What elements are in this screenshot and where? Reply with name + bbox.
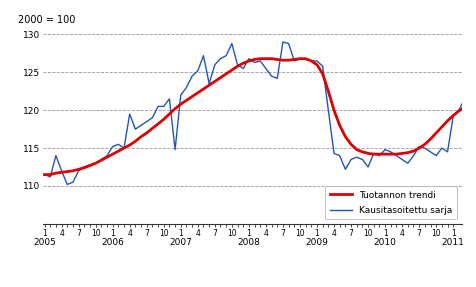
Tuotannon trendi xyxy=(121,146,127,150)
Legend: Tuotannon trendi, Kausitasoitettu sarja: Tuotannon trendi, Kausitasoitettu sarja xyxy=(325,186,457,219)
Kausitasoitettu sarja xyxy=(64,183,70,186)
Tuotannon trendi xyxy=(189,95,195,98)
Kausitasoitettu sarja xyxy=(195,69,201,73)
Tuotannon trendi xyxy=(184,99,189,102)
Tuotannon trendi xyxy=(286,59,291,62)
Line: Tuotannon trendi: Tuotannon trendi xyxy=(45,59,476,174)
Kausitasoitettu sarja xyxy=(280,40,286,44)
Kausitasoitettu sarja xyxy=(291,59,297,63)
Kausitasoitettu sarja xyxy=(189,74,195,78)
Tuotannon trendi xyxy=(42,173,48,176)
Tuotannon trendi xyxy=(258,57,263,60)
Line: Kausitasoitettu sarja: Kausitasoitettu sarja xyxy=(45,42,476,185)
Kausitasoitettu sarja xyxy=(127,112,132,116)
Kausitasoitettu sarja xyxy=(212,63,218,67)
Kausitasoitettu sarja xyxy=(42,173,48,176)
Tuotannon trendi xyxy=(206,84,212,87)
Text: 2000 = 100: 2000 = 100 xyxy=(18,15,75,26)
